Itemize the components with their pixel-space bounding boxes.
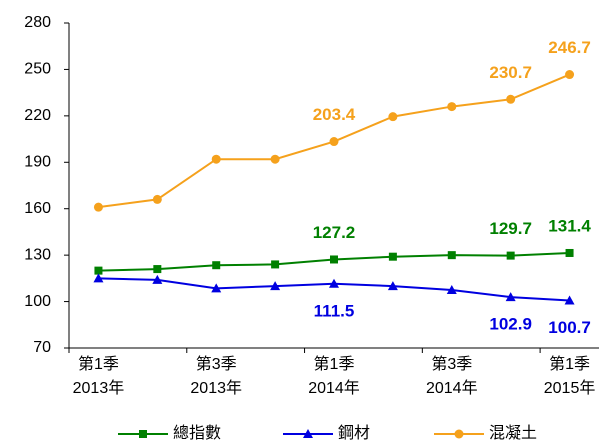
marker — [388, 252, 397, 261]
marker — [388, 112, 398, 122]
marker — [93, 202, 103, 212]
y-tick-label: 250 — [24, 61, 51, 78]
legend-label: 總指數 — [173, 424, 221, 442]
x-tick-label-line: 2014年 — [308, 379, 360, 397]
legend-label: 鋼材 — [338, 424, 370, 442]
marker — [446, 284, 457, 294]
legend-label: 混凝土 — [489, 424, 537, 442]
y-tick-label: 280 — [24, 14, 51, 31]
x-tick-label-line: 第1季 — [78, 355, 119, 373]
marker — [153, 265, 162, 274]
data-label: 111.5 — [314, 301, 355, 320]
marker — [139, 430, 147, 438]
x-tick-label-line: 2014年 — [426, 379, 478, 397]
marker — [303, 429, 313, 438]
marker — [271, 260, 280, 269]
x-tick-label: 第3季 2013年 — [190, 355, 242, 397]
x-tick-label-line: 2015年 — [544, 379, 596, 397]
y-tick-label: 130 — [24, 246, 51, 263]
data-label: 203.4 — [313, 105, 356, 124]
marker — [564, 295, 575, 305]
y-tick-label: 70 — [33, 339, 51, 356]
x-tick-label: 第1季 2015年 — [544, 355, 596, 397]
x-tick-label: 第1季 2013年 — [73, 355, 125, 397]
y-tick-label: 160 — [24, 200, 51, 217]
y-tick-label: 100 — [24, 293, 51, 310]
marker — [454, 429, 464, 439]
marker — [211, 154, 221, 164]
marker — [329, 137, 339, 147]
marker — [152, 194, 162, 204]
marker — [447, 102, 457, 112]
marker — [387, 281, 398, 291]
marker — [447, 251, 456, 260]
x-tick-label-line: 第3季 — [196, 355, 237, 373]
marker — [506, 94, 516, 104]
x-tick-label-line: 第1季 — [549, 355, 590, 373]
x-tick-label: 第3季 2014年 — [426, 355, 478, 397]
x-tick-label-line: 2013年 — [73, 379, 125, 397]
marker — [330, 255, 338, 264]
x-tick-label: 第1季 2014年 — [308, 355, 360, 397]
data-label: 102.9 — [489, 315, 532, 334]
marker — [329, 278, 339, 288]
marker — [506, 251, 515, 260]
marker — [94, 266, 103, 275]
data-label: 100.7 — [548, 318, 591, 337]
x-tick-label-line: 第1季 — [314, 355, 355, 373]
x-tick-label-line: 2013年 — [190, 379, 242, 397]
marker — [152, 274, 163, 284]
y-tick-label: 220 — [24, 107, 51, 124]
data-label: 129.7 — [489, 219, 532, 238]
x-tick-label-line: 第3季 — [431, 355, 472, 373]
data-label: 127.2 — [313, 223, 356, 242]
marker — [270, 281, 281, 291]
marker — [212, 261, 221, 270]
marker — [505, 292, 516, 302]
data-label: 230.7 — [489, 63, 532, 82]
marker — [565, 70, 575, 80]
data-label: 131.4 — [548, 216, 591, 235]
data-label: 246.7 — [548, 38, 591, 57]
marker — [270, 154, 280, 164]
marker — [211, 283, 222, 293]
marker — [565, 248, 574, 257]
y-tick-label: 190 — [24, 154, 51, 171]
marker — [93, 273, 104, 283]
